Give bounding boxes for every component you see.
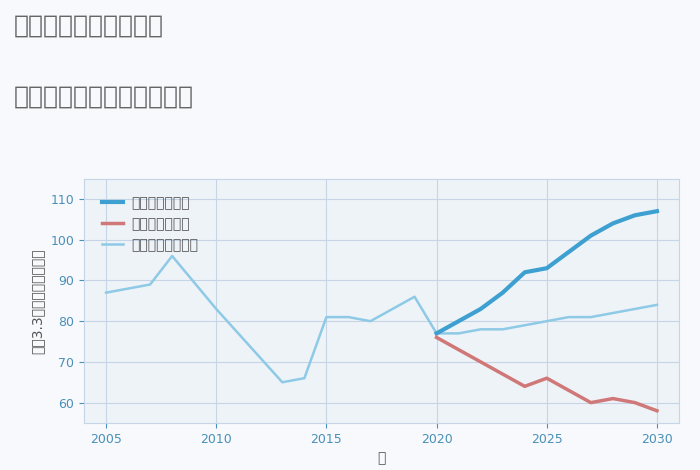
グッドシナリオ: [609, 220, 617, 226]
バッドシナリオ: [565, 388, 573, 393]
バッドシナリオ: [498, 371, 507, 377]
ノーマルシナリオ: [410, 294, 419, 299]
ノーマルシナリオ: [609, 310, 617, 316]
グッドシナリオ: [631, 212, 639, 218]
ノーマルシナリオ: [322, 314, 330, 320]
グッドシナリオ: [498, 290, 507, 296]
Line: バッドシナリオ: バッドシナリオ: [437, 337, 657, 411]
ノーマルシナリオ: [433, 330, 441, 336]
バッドシナリオ: [542, 376, 551, 381]
グッドシナリオ: [587, 233, 595, 238]
ノーマルシナリオ: [344, 314, 353, 320]
ノーマルシナリオ: [300, 376, 309, 381]
Text: 愛知県常滑市唐崎町の: 愛知県常滑市唐崎町の: [14, 14, 164, 38]
ノーマルシナリオ: [565, 314, 573, 320]
バッドシナリオ: [521, 384, 529, 389]
グッドシナリオ: [454, 318, 463, 324]
ノーマルシナリオ: [631, 306, 639, 312]
ノーマルシナリオ: [498, 327, 507, 332]
Line: グッドシナリオ: グッドシナリオ: [437, 211, 657, 333]
Y-axis label: 坪（3.3㎡）単価（万円）: 坪（3.3㎡）単価（万円）: [31, 248, 45, 353]
バッドシナリオ: [454, 347, 463, 352]
バッドシナリオ: [631, 400, 639, 406]
グッドシナリオ: [653, 208, 662, 214]
バッドシナリオ: [477, 359, 485, 365]
ノーマルシナリオ: [587, 314, 595, 320]
Text: 中古マンションの価格推移: 中古マンションの価格推移: [14, 85, 194, 109]
ノーマルシナリオ: [102, 290, 110, 296]
バッドシナリオ: [653, 408, 662, 414]
グッドシナリオ: [565, 249, 573, 255]
バッドシナリオ: [433, 335, 441, 340]
グッドシナリオ: [477, 306, 485, 312]
ノーマルシナリオ: [454, 330, 463, 336]
ノーマルシナリオ: [477, 327, 485, 332]
ノーマルシナリオ: [146, 282, 154, 287]
ノーマルシナリオ: [212, 306, 220, 312]
ノーマルシナリオ: [521, 322, 529, 328]
ノーマルシナリオ: [278, 379, 286, 385]
グッドシナリオ: [521, 269, 529, 275]
グッドシナリオ: [542, 266, 551, 271]
Line: ノーマルシナリオ: ノーマルシナリオ: [106, 256, 657, 382]
ノーマルシナリオ: [653, 302, 662, 308]
バッドシナリオ: [587, 400, 595, 406]
バッドシナリオ: [609, 396, 617, 401]
X-axis label: 年: 年: [377, 451, 386, 465]
ノーマルシナリオ: [168, 253, 176, 259]
グッドシナリオ: [433, 330, 441, 336]
ノーマルシナリオ: [542, 318, 551, 324]
Legend: グッドシナリオ, バッドシナリオ, ノーマルシナリオ: グッドシナリオ, バッドシナリオ, ノーマルシナリオ: [97, 190, 204, 258]
ノーマルシナリオ: [366, 318, 375, 324]
